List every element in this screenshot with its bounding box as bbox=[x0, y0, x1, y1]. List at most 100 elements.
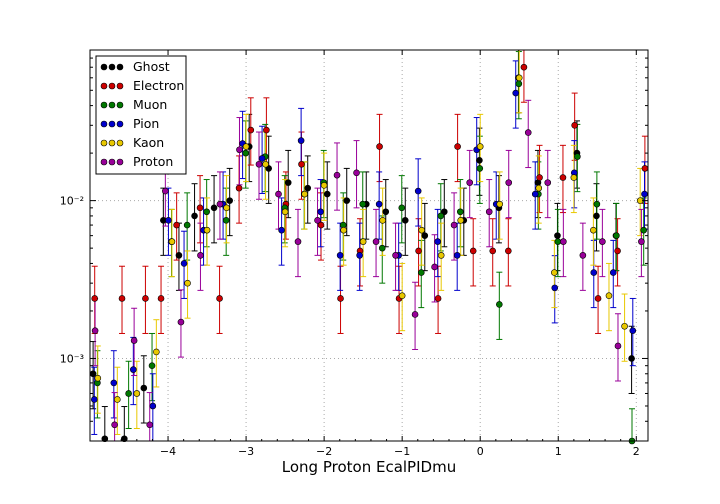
data-point bbox=[641, 190, 648, 198]
data-point bbox=[551, 284, 559, 292]
data-point bbox=[184, 279, 191, 287]
x-tick-label: 0 bbox=[477, 445, 484, 458]
data-point bbox=[401, 217, 409, 224]
data-point bbox=[343, 197, 351, 204]
data-point bbox=[114, 396, 121, 403]
data-point bbox=[130, 337, 138, 344]
data-point bbox=[130, 366, 137, 373]
data-point bbox=[614, 342, 622, 350]
data-point bbox=[476, 143, 484, 150]
x-tick-label: 1 bbox=[555, 445, 562, 458]
data-point bbox=[242, 143, 250, 150]
data-point bbox=[196, 204, 204, 212]
data-point bbox=[378, 244, 386, 252]
data-point bbox=[614, 247, 621, 255]
x-tick-label: −2 bbox=[316, 445, 332, 458]
data-point bbox=[157, 295, 165, 302]
data-point bbox=[177, 318, 185, 326]
data-point bbox=[570, 174, 578, 181]
data-point bbox=[417, 269, 425, 276]
data-point bbox=[262, 160, 269, 168]
legend-marker bbox=[108, 63, 116, 71]
data-point bbox=[222, 217, 230, 224]
data-point bbox=[294, 238, 302, 245]
legend-marker bbox=[116, 82, 124, 90]
data-point bbox=[599, 238, 606, 245]
data-point bbox=[314, 217, 321, 224]
data-point bbox=[142, 295, 149, 302]
legend-marker bbox=[100, 101, 108, 109]
data-point bbox=[414, 187, 422, 195]
y-tick-label: 10⁻² bbox=[60, 195, 84, 208]
data-point bbox=[258, 155, 266, 162]
data-point bbox=[418, 226, 425, 234]
data-point bbox=[121, 435, 128, 443]
data-point bbox=[226, 197, 233, 204]
data-point bbox=[440, 208, 448, 216]
data-point bbox=[437, 212, 445, 220]
data-point bbox=[281, 208, 289, 216]
data-point bbox=[535, 184, 543, 192]
legend-marker bbox=[100, 82, 108, 90]
data-point bbox=[628, 355, 635, 362]
data-point bbox=[133, 390, 141, 397]
data-point bbox=[110, 379, 118, 387]
data-point bbox=[376, 143, 383, 150]
legend-marker bbox=[100, 63, 108, 71]
data-point bbox=[531, 190, 539, 198]
data-point bbox=[629, 327, 637, 334]
data-point bbox=[398, 292, 406, 299]
data-point bbox=[536, 174, 543, 181]
data-point bbox=[456, 208, 464, 216]
plot-frame bbox=[89, 49, 649, 442]
data-point bbox=[210, 204, 218, 212]
data-point bbox=[91, 396, 98, 403]
data-point bbox=[162, 187, 169, 195]
data-point bbox=[372, 238, 380, 245]
data-point bbox=[434, 295, 442, 302]
data-point bbox=[216, 200, 224, 208]
x-tick-label: −4 bbox=[160, 445, 176, 458]
data-point bbox=[353, 169, 360, 177]
data-point bbox=[496, 200, 504, 208]
data-point bbox=[255, 160, 263, 168]
data-point bbox=[590, 269, 598, 276]
data-point bbox=[236, 146, 243, 154]
data-point bbox=[275, 190, 282, 198]
data-point bbox=[453, 252, 461, 259]
data-point bbox=[496, 301, 503, 308]
data-point bbox=[434, 238, 441, 245]
data-point bbox=[203, 226, 211, 234]
data-point bbox=[336, 252, 344, 259]
data-point bbox=[375, 200, 383, 208]
data-point bbox=[515, 74, 523, 82]
data-point bbox=[320, 182, 328, 189]
legend-marker bbox=[116, 120, 124, 128]
data-point bbox=[242, 149, 249, 157]
data-point bbox=[421, 232, 429, 239]
data-point bbox=[431, 263, 438, 271]
data-point bbox=[512, 89, 520, 97]
data-point bbox=[173, 221, 180, 229]
data-point bbox=[323, 190, 331, 198]
legend-marker bbox=[116, 63, 124, 71]
data-point bbox=[593, 212, 600, 220]
legend-marker bbox=[108, 82, 116, 90]
data-point bbox=[398, 204, 406, 212]
data-point bbox=[278, 226, 285, 234]
data-point bbox=[235, 184, 243, 192]
data-point bbox=[197, 252, 204, 259]
data-point bbox=[153, 348, 160, 356]
data-point bbox=[594, 295, 602, 302]
data-point bbox=[466, 179, 474, 186]
legend: Ghost Electron Muon Pion Kaon Proton bbox=[95, 55, 187, 175]
y-tick-label: 10⁻³ bbox=[60, 352, 84, 365]
data-point bbox=[168, 238, 176, 245]
data-point bbox=[149, 402, 157, 410]
data-point bbox=[415, 247, 422, 255]
data-point bbox=[148, 362, 156, 369]
legend-marker bbox=[116, 139, 124, 147]
data-point bbox=[284, 179, 292, 186]
data-point bbox=[392, 252, 399, 259]
data-point bbox=[411, 311, 419, 318]
